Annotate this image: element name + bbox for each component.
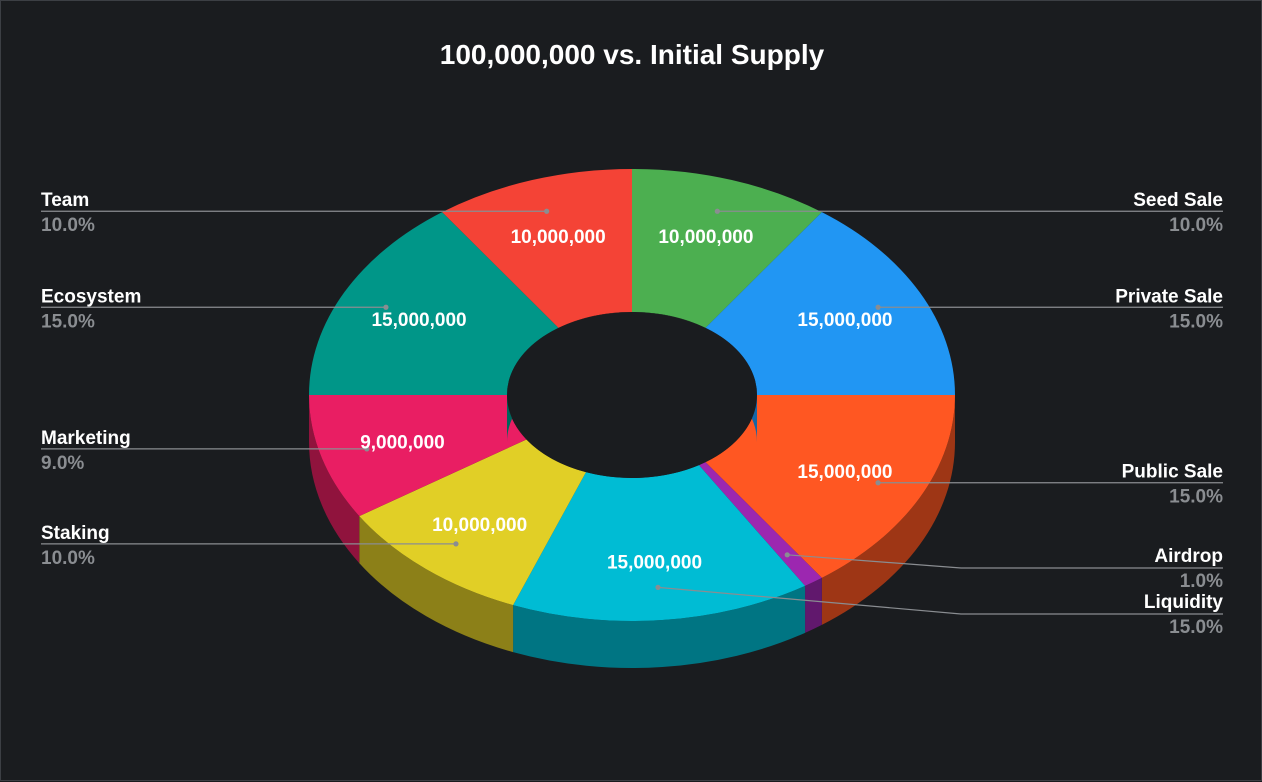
value-labels: 10,000,000 15,000,000 15,000,000 15,000,000…: [360, 227, 892, 574]
slice-side-marketing: [309, 395, 360, 564]
legend-percent-staking: 10.0%: [41, 548, 95, 569]
slice-tops: [309, 169, 955, 621]
leader-dot-airdrop: [784, 552, 790, 558]
legend-percent-team: 10.0%: [41, 215, 95, 236]
slice-side-airdrop: [805, 577, 822, 633]
legend-name-private-sale: Private Sale: [1115, 286, 1223, 307]
legend-name-ecosystem: Ecosystem: [41, 286, 141, 307]
legend-percent-marketing: 9.0%: [41, 453, 84, 474]
slice-team[interactable]: [442, 169, 632, 328]
slice-ecosystem[interactable]: [309, 212, 559, 395]
legend-percent-ecosystem: 15.0%: [41, 311, 95, 332]
leader-line-liquidity: [657, 586, 1223, 615]
donut-hole: [507, 312, 757, 478]
legend-percent-liquidity: 15.0%: [1169, 617, 1223, 638]
chart-title: 100,000,000 vs. Initial Supply: [440, 39, 825, 70]
slice-sides: [309, 395, 955, 668]
legend-name-public-sale: Public Sale: [1122, 462, 1223, 483]
legend-percent-airdrop: 1.0%: [1180, 571, 1223, 592]
leader-dot-staking: [453, 541, 459, 547]
leader-dot-private-sale: [875, 304, 881, 310]
legend-name-staking: Staking: [41, 523, 110, 544]
value-label-liquidity: 15,000,000: [607, 552, 702, 573]
legend-name-airdrop: Airdrop: [1154, 546, 1223, 567]
leader-dot-marketing: [364, 446, 370, 452]
legend-name-marketing: Marketing: [41, 428, 131, 449]
slice-side-liquidity: [513, 585, 806, 668]
value-label-private-sale: 15,000,000: [797, 310, 892, 331]
legend-name-seed-sale: Seed Sale: [1133, 190, 1223, 211]
slice-seed-sale[interactable]: [632, 169, 822, 328]
legend-percent-public-sale: 15.0%: [1169, 487, 1223, 508]
slice-liquidity[interactable]: [513, 465, 806, 621]
value-label-staking: 10,000,000: [432, 515, 527, 536]
legend: Seed Sale 10.0% Private Sale 15.0% Public Sa…: [41, 190, 1223, 638]
leader-dot-team: [544, 208, 550, 214]
legend-name-liquidity: Liquidity: [1144, 592, 1224, 613]
leader-lines: [41, 208, 1223, 615]
legend-percent-private-sale: 15.0%: [1169, 311, 1223, 332]
value-label-ecosystem: 15,000,000: [371, 310, 466, 331]
slice-side-public-sale: [821, 395, 955, 625]
value-label-public-sale: 15,000,000: [797, 462, 892, 483]
leader-dot-seed-sale: [714, 208, 720, 214]
legend-name-team: Team: [41, 190, 89, 211]
leader-dot-public-sale: [875, 480, 881, 486]
slice-staking[interactable]: [359, 439, 586, 606]
leader-dot-liquidity: [655, 584, 661, 590]
leader-dot-ecosystem: [383, 304, 389, 310]
legend-percent-seed-sale: 10.0%: [1169, 215, 1223, 236]
leader-line-airdrop: [787, 554, 1223, 569]
value-label-team: 10,000,000: [511, 227, 606, 248]
slice-public-sale[interactable]: [705, 395, 955, 578]
slice-private-sale[interactable]: [705, 212, 955, 395]
value-label-seed-sale: 10,000,000: [658, 227, 753, 248]
value-label-marketing: 9,000,000: [360, 433, 445, 454]
slice-marketing[interactable]: [309, 395, 527, 517]
slice-side-staking: [359, 516, 514, 653]
